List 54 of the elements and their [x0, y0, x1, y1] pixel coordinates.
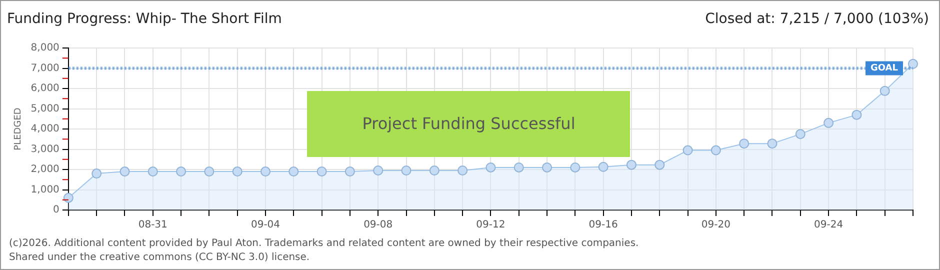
x-tick-label: 08-31	[138, 220, 168, 231]
point	[401, 166, 412, 176]
x-tick-label: 09-08	[364, 220, 393, 231]
point	[542, 162, 552, 172]
point	[204, 166, 214, 177]
point	[852, 110, 862, 120]
x-tick-label: 09-24	[814, 220, 844, 231]
point	[232, 166, 242, 177]
y-tick-label: 7,000	[30, 62, 60, 74]
x-tick-label: 09-12	[476, 220, 506, 231]
x-tick-label: 09-20	[701, 220, 730, 231]
y-tick-label: 8,000	[30, 42, 60, 54]
point	[120, 166, 130, 177]
text: (c)2026. Additional content provided by Paul Aton. Trademarks and related content are owned by their respective companies.	[9, 237, 639, 251]
point	[373, 166, 384, 176]
point	[682, 145, 693, 156]
point	[429, 166, 440, 176]
point	[344, 166, 355, 177]
success-banner: Project Funding Successful	[307, 90, 630, 158]
point	[458, 166, 468, 176]
point	[316, 166, 327, 177]
chart-title: Funding Progress: Whip- The Short Film	[7, 11, 282, 27]
ref-line-label: GOAL	[870, 64, 898, 74]
y-tick-label: 4,000	[30, 124, 60, 135]
point	[880, 86, 890, 96]
x-tick-label: 09-04	[250, 220, 280, 231]
point	[486, 162, 496, 172]
point	[514, 162, 524, 172]
point	[598, 162, 608, 172]
point	[824, 118, 834, 128]
point	[626, 160, 636, 170]
y-tick-label: 1,000	[30, 184, 60, 196]
point	[795, 129, 806, 140]
y-tick-label: 0	[53, 204, 60, 216]
y-tick-label: 2,000	[30, 164, 60, 176]
point	[63, 192, 74, 203]
y-tick-label: 5,000	[30, 103, 60, 114]
point	[92, 168, 102, 179]
point	[654, 160, 665, 170]
point	[176, 166, 186, 177]
y-tick-label: 3,000	[30, 144, 60, 155]
y-axis-title: PLEDGED	[14, 108, 24, 150]
x-tick-label: 09-16	[588, 220, 618, 231]
point	[908, 58, 918, 69]
point	[148, 166, 158, 177]
point	[767, 138, 778, 149]
text: Shared under the creative commons (CC BY-NC 3.0) license.	[9, 251, 311, 265]
y-tick-label: 6,000	[30, 83, 60, 94]
point	[570, 162, 580, 172]
point	[710, 145, 721, 156]
point	[739, 138, 750, 149]
point	[288, 166, 299, 177]
chart-subtitle: Closed at: 7,215 / 7,000 (103%)	[705, 11, 929, 27]
point	[260, 166, 270, 177]
